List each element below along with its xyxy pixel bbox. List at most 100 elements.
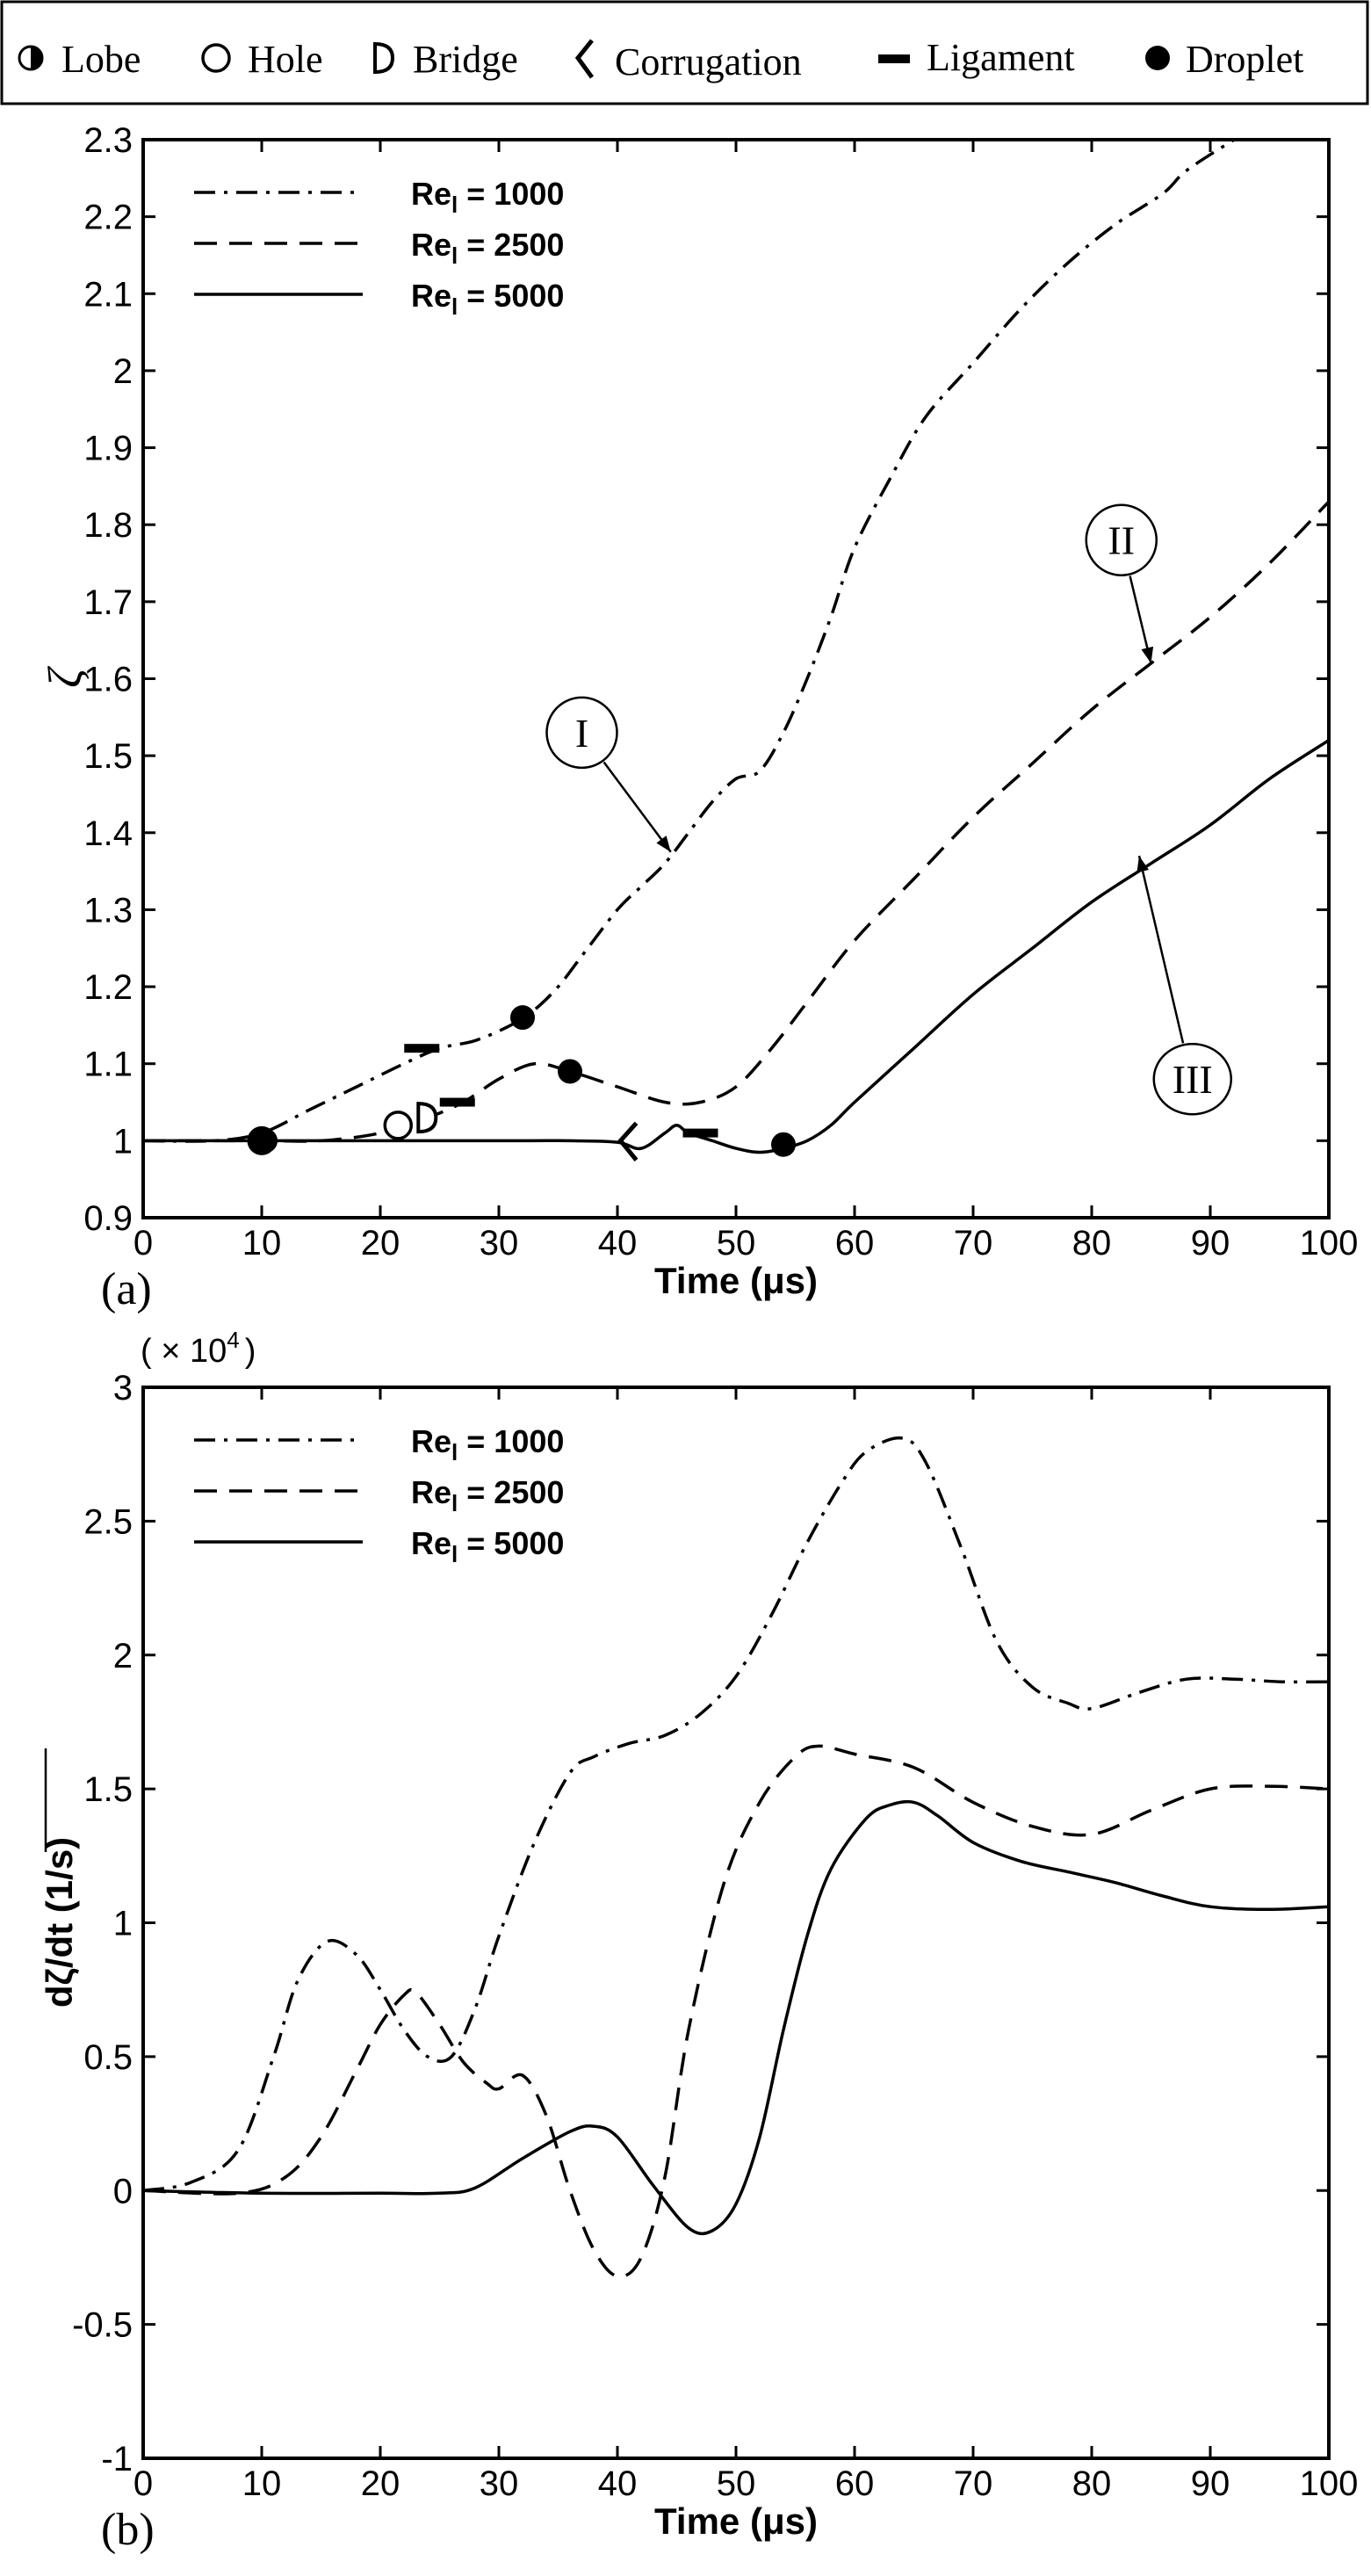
x-tick-label: 10 <box>242 2464 282 2503</box>
chart-a: 0 10 20 30 40 50 60 70 80 90 100 0.9 1 1.1 1.2 1.3 1.4 1.… <box>39 121 1358 1314</box>
legend-label-1: Rel = 1000 <box>411 176 564 218</box>
annotation-arrowhead <box>1136 856 1149 873</box>
x-tick-label: 80 <box>1072 1224 1112 1263</box>
legend-label-3: Rel = 5000 <box>411 1525 564 1567</box>
y-tick-label: 1 <box>113 1905 133 1943</box>
y-tick-label: 1.9 <box>83 430 133 468</box>
x-tick-label: 10 <box>242 1224 282 1263</box>
x-tick-label: 50 <box>717 1224 756 1263</box>
bar-icon <box>878 54 910 63</box>
series-line-1 <box>143 1436 1329 2193</box>
chart-b: 0 10 20 30 40 50 60 70 80 90 100 -1 -0.5 0 0.5 1 1.5 2 2.5… <box>39 1327 1358 2555</box>
filled-circle-icon <box>1145 46 1170 70</box>
x-tick-label: 40 <box>598 2464 638 2503</box>
y-tick-label: 2 <box>113 1637 133 1675</box>
legend-label-3: Rel = 5000 <box>411 278 564 320</box>
annotation-2: II <box>1085 503 1158 664</box>
x-tick-label: 30 <box>480 1224 519 1263</box>
annotation-circle <box>1085 503 1158 576</box>
zigzag-icon <box>574 39 595 79</box>
x-tick-label: 60 <box>835 1224 875 1263</box>
annotation-circle <box>1152 1042 1232 1116</box>
y-axis-label: ζ <box>39 666 91 688</box>
x-tick-label: 70 <box>954 2464 993 2503</box>
x-tick-label: 50 <box>717 2464 756 2503</box>
x-tick-label: 100 <box>1300 2464 1359 2503</box>
x-tick-label: 90 <box>1191 2464 1230 2503</box>
series-line-2 <box>143 1744 1329 2278</box>
y-tick-label: 1.1 <box>83 1046 133 1084</box>
y-tick-label: 3 <box>113 1369 133 1407</box>
x-tick-label: 90 <box>1191 1224 1230 1263</box>
y-tick-label: 1.4 <box>83 814 133 853</box>
annotation-label: III <box>1173 1057 1213 1102</box>
x-axis-label: Time (μs) <box>654 1260 818 1301</box>
y-tick-label: 2.1 <box>83 275 133 314</box>
ligament-marker <box>682 1128 718 1138</box>
y-tick-label: 0 <box>113 2172 133 2211</box>
series-line-3 <box>143 1799 1329 2236</box>
legend-label-ligament: Ligament <box>927 36 1075 79</box>
plot-frame <box>141 138 1331 1219</box>
droplet-marker <box>771 1132 796 1157</box>
legend-label-1: Rel = 1000 <box>411 1423 564 1465</box>
y-tick-label: 1.8 <box>83 506 133 545</box>
x-tick-label: 40 <box>598 1224 638 1263</box>
series-legend: Rel = 1000 Rel = 2500 Rel = 5000 <box>194 1423 564 1567</box>
annotation-arrow-line <box>603 761 672 853</box>
y-tick-label: 1.3 <box>83 891 133 930</box>
y-tick-label: 1.5 <box>83 1770 133 1809</box>
panel-label: (a) <box>101 1264 152 1314</box>
legend-label-droplet: Droplet <box>1186 38 1303 81</box>
annotation-label: I <box>575 711 588 756</box>
legend-label-corrugation: Corrugation <box>615 40 802 83</box>
droplet-marker <box>510 1005 535 1031</box>
series-legend: Rel = 1000 Rel = 2500 Rel = 5000 <box>194 176 564 320</box>
legend-label-2: Rel = 2500 <box>411 1474 564 1516</box>
annotation-arrow-line <box>1137 855 1185 1044</box>
legend-label-2: Rel = 2500 <box>411 227 564 269</box>
x-tick-label: 0 <box>133 1224 153 1263</box>
droplet-marker <box>253 1128 278 1154</box>
legend-label-hole: Hole <box>248 38 323 81</box>
plot-frame <box>141 1386 1331 2460</box>
half-filled-circle-icon <box>18 45 44 71</box>
scale-note: ( × 104) <box>141 1327 256 1370</box>
annotation-3: III <box>1136 855 1232 1116</box>
annotation-arrowhead <box>1141 646 1154 663</box>
panel-label: (b) <box>101 2505 155 2555</box>
x-tick-label: 0 <box>133 2464 153 2503</box>
ligament-marker <box>439 1097 475 1107</box>
x-tick-label: 100 <box>1300 1224 1359 1263</box>
y-axis-label: dζ/dt (1/s) <box>39 1837 80 2008</box>
ligament-marker <box>404 1044 440 1053</box>
y-tick-label: 1.7 <box>83 583 133 622</box>
bridge-marker <box>416 1102 438 1134</box>
series-line-3 <box>143 739 1329 1154</box>
x-tick-label: 80 <box>1072 2464 1112 2503</box>
y-tick-label: 2.3 <box>83 121 133 160</box>
y-tick-label: -1 <box>101 2440 133 2478</box>
x-tick-label: 30 <box>480 2464 519 2503</box>
y-tick-label: 2 <box>113 352 133 391</box>
y-tick-label: 1 <box>113 1122 133 1161</box>
y-tick-label: 1.5 <box>83 737 133 776</box>
x-tick-label: 20 <box>361 2464 400 2503</box>
annotation-arrowhead <box>656 836 671 852</box>
marker-legend: Lobe Hole Bridge Corrugation Ligament Dr… <box>0 0 1369 105</box>
y-tick-label: 1.6 <box>83 661 133 699</box>
x-tick-label: 20 <box>361 1224 400 1263</box>
annotation-circle <box>545 696 618 770</box>
series-line-2 <box>143 500 1329 1143</box>
y-tick-label: 1.2 <box>83 968 133 1007</box>
open-circle-icon <box>201 43 231 73</box>
droplet-marker <box>558 1059 582 1084</box>
series-group <box>143 140 1329 1154</box>
annotation-1: I <box>545 696 672 853</box>
y-tick-label: -0.5 <box>72 2306 133 2345</box>
y-tick-label: 2.2 <box>83 199 133 237</box>
series-group <box>143 1436 1329 2278</box>
corrugation-marker <box>617 1121 639 1161</box>
x-axis-label: Time (μs) <box>654 2500 818 2542</box>
